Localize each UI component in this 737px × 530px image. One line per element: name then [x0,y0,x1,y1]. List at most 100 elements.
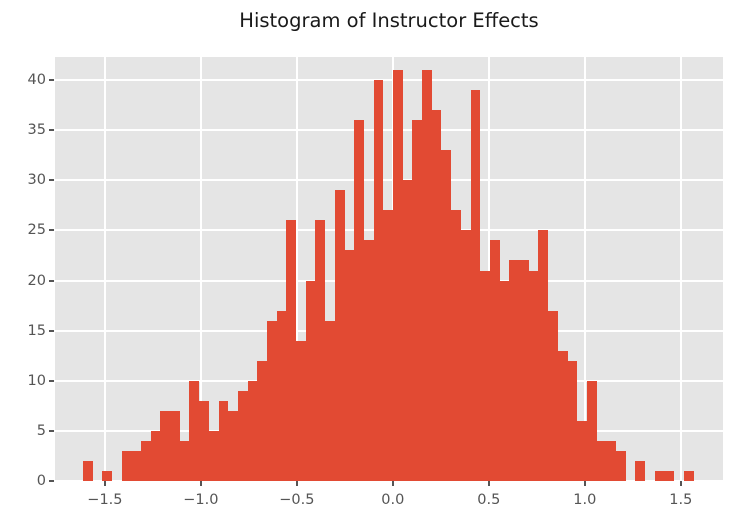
gridline-y [55,79,723,82]
histogram-bar [228,410,238,481]
histogram-bar [179,440,190,481]
y-tick-mark [49,429,54,432]
y-axis-tick-label: 30 [27,172,46,189]
histogram-bar [218,400,229,481]
gridline-x [103,57,106,481]
gridline-x [199,57,202,481]
gridline-y [55,179,723,182]
histogram-bar [121,450,132,481]
x-tick-mark [391,481,394,486]
x-tick-mark [103,481,106,486]
histogram-bar [199,400,209,481]
histogram-bar [237,390,248,481]
histogram-bar [528,270,539,481]
histogram-bar [296,340,306,481]
x-axis-tick-label: 1.0 [573,492,597,508]
y-axis-tick-label: 0 [36,473,46,489]
x-tick-mark [679,481,682,486]
histogram-bar [131,450,141,481]
histogram-bar [654,470,665,481]
x-axis-tick-label: 0.0 [381,492,405,508]
gridline-x [583,57,586,481]
histogram-bar [451,210,461,481]
histogram-bar [208,430,219,481]
histogram-bar [393,70,403,481]
histogram-bar [150,430,161,481]
y-tick-mark [49,179,54,182]
histogram-bar [82,460,93,481]
histogram-bar [305,280,316,481]
x-tick-mark [583,481,586,486]
histogram-bar [460,230,471,481]
histogram-bar [412,120,423,481]
y-axis-tick-label: 35 [27,122,46,139]
y-tick-mark [49,229,54,232]
histogram-bar [499,280,510,481]
histogram-bar [170,410,180,481]
histogram-bar [489,240,500,481]
histogram-bar [683,470,694,481]
y-tick-mark [49,480,54,482]
histogram-bar [606,440,616,481]
histogram-bar [664,470,675,481]
histogram-bar [441,150,452,481]
histogram-bar [615,450,626,481]
chart-title: Histogram of Instructor Effects [239,9,539,32]
histogram-bar [363,240,374,481]
gridline-x [487,57,490,481]
y-axis-tick-label: 20 [27,272,46,289]
gridline-x [295,57,298,481]
x-axis-tick-label: 0.5 [477,492,501,508]
histogram-bar [567,360,578,481]
histogram-bar [577,420,587,481]
histogram-bar [538,230,549,481]
histogram-bar [102,470,112,481]
histogram-bar [519,260,529,481]
histogram-bar [325,320,335,481]
histogram-bar [140,440,151,481]
histogram-bar [586,380,597,481]
histogram-bar [383,210,394,481]
y-tick-mark [49,129,54,132]
histogram-bar [160,410,171,481]
x-axis-tick-label: −1.5 [87,492,123,508]
y-tick-mark [49,379,54,382]
histogram-bar [596,440,607,481]
y-axis-tick-label: 10 [27,372,46,389]
histogram-bar [422,70,432,481]
histogram-bar [431,110,442,481]
histogram-bar [267,320,277,481]
histogram-bar [635,460,646,481]
histogram-bar [548,310,558,481]
histogram-bar [402,180,413,481]
histogram-bar [247,380,258,481]
gridline-y [55,129,723,132]
histogram-bar [509,260,520,481]
plot-area [55,57,723,482]
histogram-bar [344,250,355,481]
y-axis-tick-label: 5 [36,422,46,439]
histogram-bar [557,350,568,481]
histogram-bar [334,190,345,481]
x-tick-mark [295,481,298,486]
histogram-bar [315,220,326,481]
histogram-bar [189,380,200,481]
gridline-y [55,480,723,482]
y-tick-mark [49,329,54,332]
histogram-bar [373,80,384,481]
y-tick-mark [49,279,54,282]
y-axis-tick-label: 15 [27,322,46,339]
x-tick-mark [199,481,202,486]
x-axis-tick-label: −0.5 [279,492,315,508]
histogram-bar [354,120,364,481]
histogram-bar [276,310,287,481]
y-tick-mark [49,79,54,82]
y-axis-tick-label: 25 [27,222,46,239]
histogram-bar [470,90,481,481]
histogram-bar [480,270,490,481]
x-axis-tick-label: −1.0 [183,492,219,508]
histogram-bar [257,360,267,481]
x-axis-tick-label: 1.5 [669,492,693,508]
gridline-x [679,57,682,481]
